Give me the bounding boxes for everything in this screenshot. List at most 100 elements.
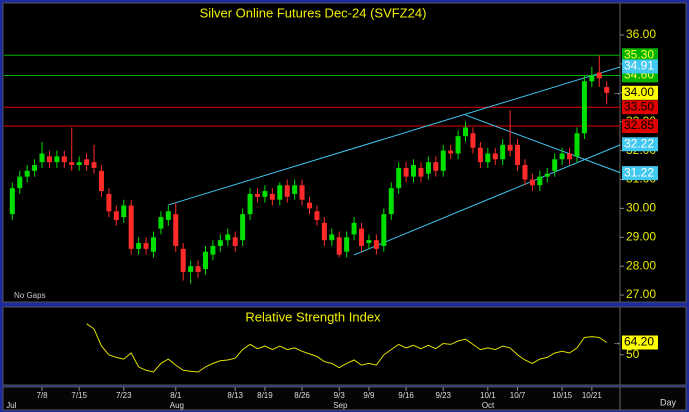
- month-label: Jul: [6, 401, 16, 410]
- trendline-label-box: [622, 137, 658, 152]
- x-tick-label: 9/9: [363, 391, 375, 400]
- candle-body: [425, 162, 431, 174]
- level-label: 33.50: [624, 99, 654, 113]
- candle-body: [433, 162, 439, 171]
- last-price-arrow: →: [612, 87, 621, 97]
- candle-body: [537, 176, 543, 186]
- trendline: [353, 144, 620, 256]
- month-label: Oct: [482, 401, 495, 410]
- candle-body: [507, 144, 513, 151]
- candle-body: [351, 222, 357, 235]
- candle-body: [388, 188, 394, 215]
- month-label: Aug: [170, 401, 184, 410]
- y-tick-label: 36.00: [626, 27, 656, 41]
- x-tick-label: 10/7: [510, 391, 526, 400]
- candle-body: [262, 191, 268, 197]
- candle-body: [522, 165, 528, 180]
- candle-body: [143, 243, 149, 249]
- candle-body: [359, 228, 365, 246]
- candle-body: [225, 234, 231, 241]
- x-tick-label: 9/16: [398, 391, 414, 400]
- candle-body: [277, 185, 283, 200]
- trendline-label: 34.91: [624, 59, 654, 73]
- candle-body: [17, 176, 23, 189]
- candle-body: [589, 75, 595, 82]
- candle-body: [54, 156, 60, 163]
- candle-body: [552, 159, 558, 171]
- x-tick-label: 9/23: [435, 391, 451, 400]
- x-tick-label: 9/3: [334, 391, 346, 400]
- last-price-box: [622, 85, 658, 100]
- rsi-current-box: [622, 335, 658, 350]
- candle-body: [106, 193, 112, 212]
- candle-body: [604, 87, 610, 93]
- candle-body: [440, 150, 446, 171]
- candle-body: [448, 150, 454, 154]
- rsi-arrow: →: [612, 337, 621, 347]
- candle-body: [269, 193, 275, 200]
- x-axis-label: Day: [660, 397, 677, 407]
- candle-body: [128, 205, 134, 249]
- candle-body: [344, 237, 350, 252]
- candle-body: [195, 266, 201, 272]
- candle-body: [173, 214, 179, 246]
- x-tick-label: 8/13: [227, 391, 243, 400]
- candle-body: [180, 248, 186, 272]
- x-tick-label: 7/8: [36, 391, 48, 400]
- candle-body: [84, 159, 90, 166]
- candle-body: [292, 185, 298, 194]
- candle-body: [24, 170, 30, 177]
- candle-body: [567, 153, 573, 160]
- trendline-label: 31.22: [624, 165, 654, 179]
- candle-body: [329, 234, 335, 241]
- candle-body: [254, 193, 260, 197]
- candle-body: [98, 170, 104, 192]
- candle-body: [113, 211, 119, 220]
- trendline: [465, 114, 620, 174]
- candle-body: [455, 136, 461, 154]
- last-price-label: 34.00: [624, 85, 654, 99]
- candle-body: [470, 133, 476, 148]
- candle-body: [373, 240, 379, 249]
- candle-body: [307, 202, 312, 209]
- candle-body: [91, 162, 97, 168]
- rsi-current-label: 64.20: [624, 335, 654, 349]
- level-label: 35.30: [624, 47, 654, 61]
- y-tick-label: 30.00: [626, 201, 656, 215]
- candle-body: [581, 81, 587, 134]
- candle-body: [217, 240, 223, 246]
- candle-body: [39, 153, 45, 163]
- y-tick-label: 29.00: [626, 229, 656, 243]
- candle-body: [32, 165, 38, 171]
- candle-body: [314, 211, 320, 220]
- candle-body: [165, 211, 171, 220]
- candle-body: [559, 153, 565, 160]
- candle-body: [232, 237, 238, 246]
- candle-body: [150, 237, 156, 252]
- x-tick-label: 7/23: [116, 391, 132, 400]
- candle-body: [396, 167, 402, 189]
- price-pane: [2, 2, 687, 303]
- candle-body: [336, 237, 342, 255]
- trendline-label: 32.22: [624, 136, 654, 150]
- level-label-box: [622, 48, 658, 63]
- trendline: [168, 66, 620, 206]
- candle-body: [210, 245, 216, 255]
- candle-body: [418, 167, 424, 177]
- y-tick-label: 50: [626, 347, 640, 361]
- chart-title: Silver Online Futures Dec-24 (SVFZ24): [200, 5, 427, 20]
- candle-body: [9, 188, 15, 215]
- level-label-box: [622, 119, 658, 134]
- candle-body: [46, 156, 52, 163]
- x-tick-label: 10/21: [582, 391, 603, 400]
- trendline-label-box: [622, 166, 658, 181]
- x-tick-label: 8/19: [257, 391, 273, 400]
- x-tick-label: 10/15: [552, 391, 573, 400]
- plot-area: [4, 54, 620, 284]
- candle-body: [500, 144, 506, 160]
- candle-body: [61, 156, 67, 163]
- y-tick-label: 28.00: [626, 258, 656, 272]
- annotation: No Gaps: [14, 291, 46, 300]
- candle-body: [544, 173, 550, 177]
